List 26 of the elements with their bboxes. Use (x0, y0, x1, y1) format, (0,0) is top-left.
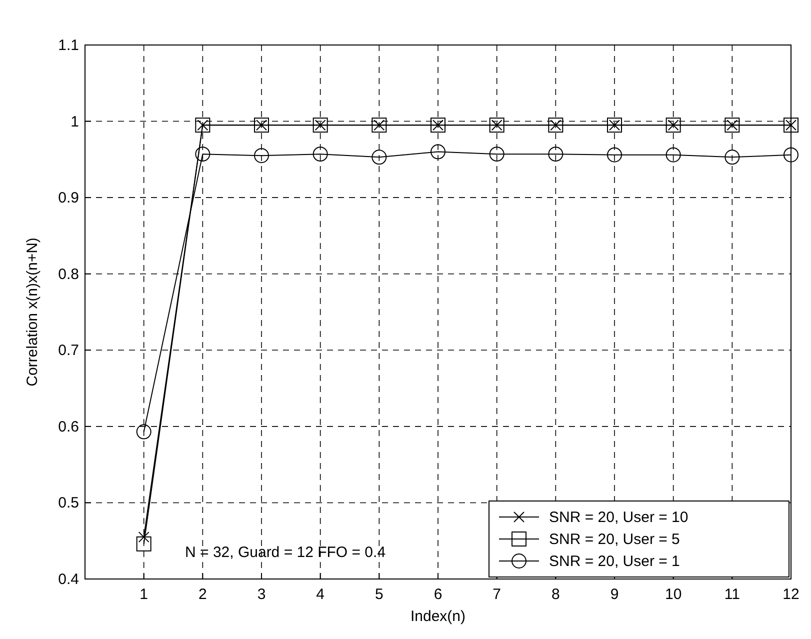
x-tick-label: 10 (664, 586, 682, 603)
legend-label: SNR = 20, User = 1 (549, 553, 680, 570)
x-axis-title: Index(n) (410, 608, 466, 625)
y-tick-label: 0.7 (58, 342, 79, 360)
annotation: N = 32, Guard = 12 FFO = 0.4 (185, 544, 386, 561)
legend-label: SNR = 20, User = 10 (549, 509, 688, 526)
y-tick-label: 1 (70, 113, 79, 130)
y-tick-label: 0.8 (58, 266, 79, 283)
x-tick-label: 1 (140, 586, 148, 603)
y-axis-title: Correlation x(n)x(n+N) (24, 238, 41, 386)
y-tick-label: 1.1 (58, 37, 79, 54)
x-tick-label: 5 (374, 586, 384, 603)
x-tick-label: 9 (610, 586, 619, 603)
y-tick-label: 0.5 (58, 494, 79, 512)
legend-label: SNR = 20, User = 5 (549, 531, 680, 548)
x-tick-label: 3 (257, 586, 266, 603)
x-tick-label: 4 (316, 586, 325, 603)
x-tick-label: 2 (198, 586, 207, 603)
y-tick-label: 0.9 (58, 190, 79, 207)
x-tick-label: 11 (724, 586, 740, 603)
y-tick-label: 0.6 (58, 418, 79, 436)
y-tick-label: 0.4 (58, 571, 79, 588)
x-tick-label: 12 (782, 586, 800, 603)
x-tick-label: 8 (551, 586, 560, 603)
x-tick-label: 7 (492, 586, 502, 603)
x-tick-label: 6 (434, 586, 442, 603)
